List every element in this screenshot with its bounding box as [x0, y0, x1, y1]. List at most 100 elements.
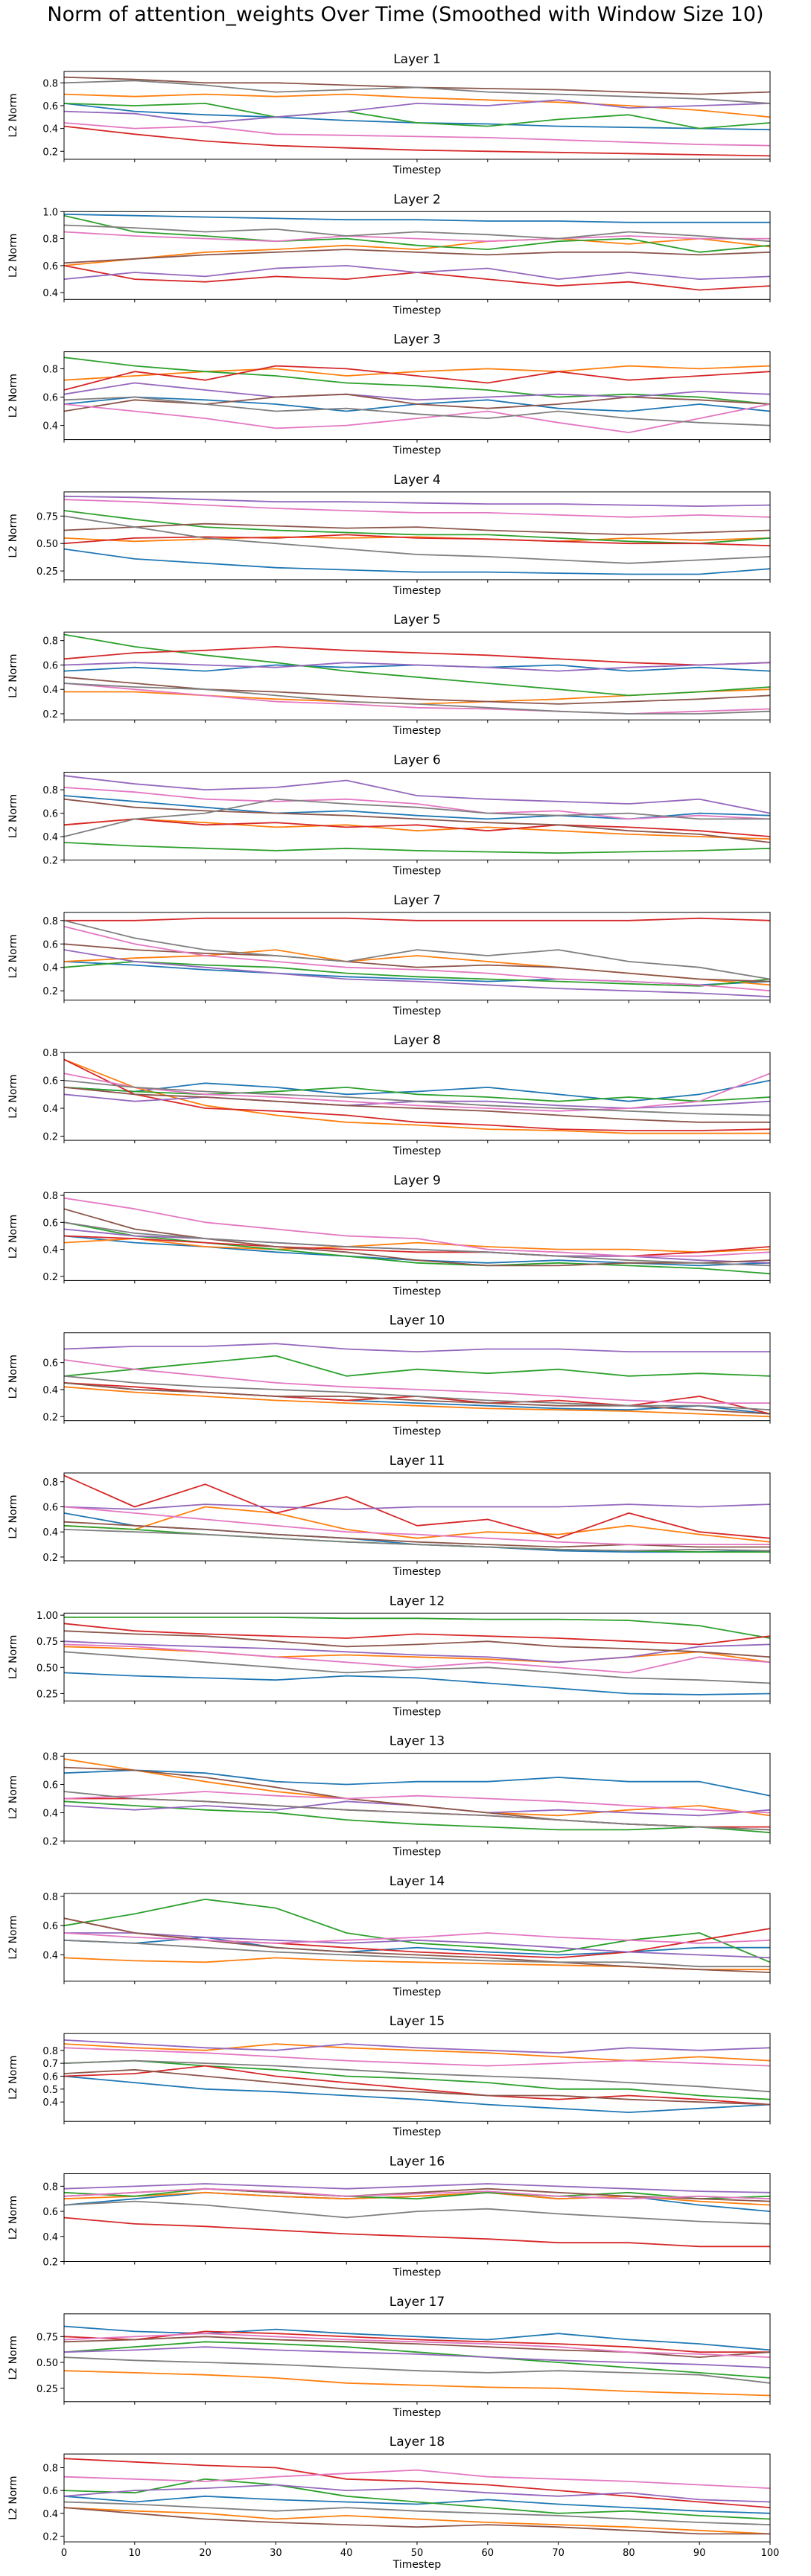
y-tick-label: 0.2 — [42, 147, 58, 158]
y-tick-label: 0.4 — [42, 1527, 58, 1538]
series-line — [63, 2065, 771, 2106]
series-line — [63, 1382, 771, 1415]
y-tick-label: 0.6 — [42, 393, 58, 404]
panel-title: Layer 11 — [389, 1454, 445, 1468]
series-line — [63, 357, 771, 405]
series-line — [63, 2478, 771, 2520]
y-axis-label: L2 Norm — [7, 1074, 19, 1118]
series-line — [63, 1623, 771, 1646]
series-line — [63, 1073, 771, 1112]
y-tick-label: 0.6 — [42, 1358, 58, 1370]
series-line — [63, 2333, 771, 2358]
y-tick-label: 0.8 — [42, 1048, 58, 1059]
y-tick-label: 0.75 — [36, 1637, 58, 1648]
y-tick-label: 0.4 — [42, 2509, 58, 2520]
series-line — [63, 2217, 770, 2248]
y-tick-label: 0.6 — [42, 2071, 58, 2083]
y-tick-label: 0.25 — [36, 566, 58, 578]
y-axis-label: L2 Norm — [7, 2336, 19, 2380]
panel-title: Layer 9 — [393, 1173, 441, 1188]
y-tick-label: 0.2 — [42, 2531, 58, 2543]
y-axis-label: L2 Norm — [7, 1355, 19, 1399]
series-line — [63, 548, 771, 575]
panel-frame — [63, 351, 771, 441]
y-tick-label: 0.6 — [42, 261, 58, 272]
y-tick-label: 0.50 — [36, 2358, 58, 2369]
y-tick-label: 0.8 — [42, 364, 58, 375]
x-axis-label: Timestep — [392, 2126, 442, 2138]
series-line — [63, 231, 770, 243]
series-line — [63, 2484, 771, 2503]
y-tick-label: 0.25 — [36, 2384, 58, 2395]
series-line — [63, 403, 771, 433]
panel-frame — [63, 631, 771, 720]
series-line — [63, 2336, 771, 2359]
series-line — [63, 495, 771, 507]
y-axis-label: L2 Norm — [7, 934, 19, 978]
panel-frame — [63, 1052, 771, 1141]
series-line — [63, 1898, 771, 1963]
y-axis-label: L2 Norm — [7, 1915, 19, 1959]
series-line — [63, 1917, 771, 1973]
panel-title: Layer 8 — [393, 1033, 441, 1048]
y-tick-label: 0.8 — [42, 785, 58, 796]
series-line — [63, 2507, 770, 2535]
series-line — [63, 1343, 770, 1352]
y-tick-label: 0.4 — [42, 832, 58, 843]
y-tick-label: 0.8 — [42, 1191, 58, 1202]
series-line — [63, 1197, 771, 1257]
y-tick-label: 0.6 — [42, 2207, 58, 2218]
x-tick-label: 70 — [552, 2548, 564, 2559]
y-tick-label: 0.4 — [42, 1245, 58, 1256]
x-tick-label: 100 — [761, 2548, 780, 2559]
y-axis-label: L2 Norm — [7, 2196, 19, 2240]
y-tick-label: 0.8 — [42, 1892, 58, 1903]
y-axis-label: L2 Norm — [7, 2476, 19, 2519]
series-line — [63, 2187, 771, 2200]
series-line — [63, 534, 771, 547]
panel-frame — [63, 1192, 771, 1281]
series-line — [63, 1238, 771, 1253]
y-tick-label: 0.2 — [42, 2257, 58, 2269]
y-axis-label: L2 Norm — [7, 374, 19, 418]
y-tick-label: 0.8 — [42, 234, 58, 246]
x-axis-label: Timestep — [392, 725, 442, 737]
series-line — [63, 1758, 771, 1817]
series-line — [63, 102, 771, 130]
x-axis-label: Timestep — [392, 1285, 442, 1297]
figure-title: Norm of attention_weights Over Time (Smo… — [47, 3, 764, 26]
y-tick-label: 0.6 — [42, 1503, 58, 1514]
series-line — [63, 382, 771, 401]
y-axis-label: L2 Norm — [7, 234, 19, 278]
y-axis-label: L2 Norm — [7, 93, 19, 137]
series-line — [64, 688, 771, 705]
panel-title: Layer 12 — [389, 1594, 445, 1608]
y-tick-label: 0.6 — [42, 660, 58, 671]
series-line — [63, 1375, 771, 1411]
x-axis-label: Timestep — [392, 2559, 442, 2571]
series-line — [63, 683, 771, 715]
x-tick-label: 20 — [199, 2548, 212, 2559]
panel-title: Layer 3 — [393, 333, 441, 348]
panel-frame — [63, 1332, 771, 1422]
y-axis-label: L2 Norm — [7, 514, 19, 557]
series-line — [63, 2059, 771, 2093]
series-line — [63, 1769, 771, 1797]
series-line — [63, 2183, 771, 2193]
panel-title: Layer 2 — [393, 192, 441, 207]
series-line — [63, 2341, 771, 2379]
panel-title: Layer 16 — [389, 2155, 445, 2170]
panel-title: Layer 6 — [393, 753, 441, 768]
series-line — [63, 1058, 770, 1134]
y-tick-label: 1.00 — [36, 1611, 58, 1622]
series-line — [63, 214, 770, 223]
series-line — [63, 365, 771, 391]
series-line — [63, 214, 771, 253]
y-tick-label: 0.8 — [42, 2046, 58, 2057]
series-line — [63, 676, 771, 705]
series-line — [63, 798, 770, 837]
y-tick-label: 0.8 — [42, 916, 58, 927]
x-axis-label: Timestep — [392, 1706, 442, 1718]
series-line — [63, 1643, 771, 1674]
series-line — [63, 633, 771, 697]
